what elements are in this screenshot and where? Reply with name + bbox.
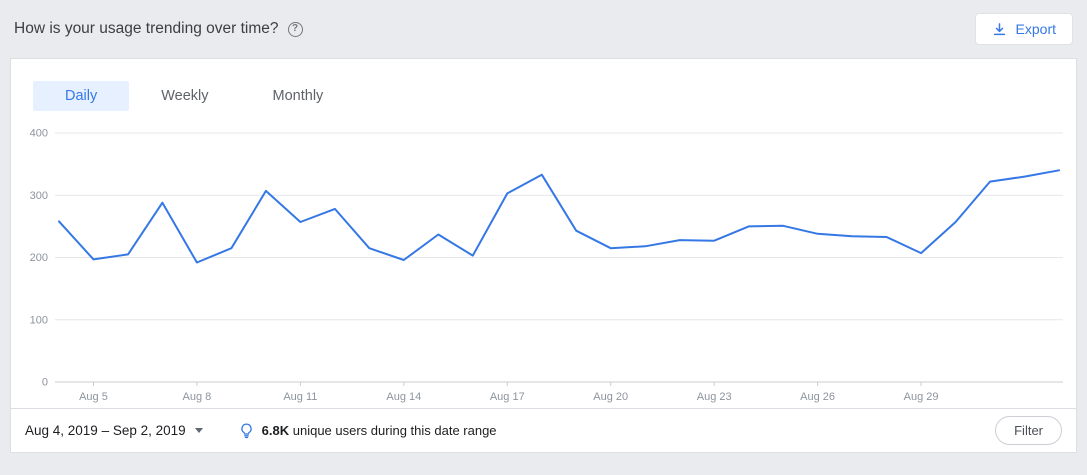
download-icon [992, 22, 1007, 37]
granularity-tabs: Daily Weekly Monthly [33, 81, 1076, 111]
export-button[interactable]: Export [974, 13, 1073, 45]
insight-description: unique users during this date range [292, 423, 497, 438]
svg-text:Aug 14: Aug 14 [386, 391, 421, 403]
date-range-label: Aug 4, 2019 – Sep 2, 2019 [25, 423, 186, 438]
svg-text:Aug 23: Aug 23 [697, 391, 732, 403]
insight-summary: 6.8K unique users during this date range [239, 423, 497, 439]
lightbulb-icon [239, 423, 254, 439]
help-icon[interactable]: ? [287, 21, 303, 37]
svg-text:200: 200 [30, 252, 48, 264]
page-title: How is your usage trending over time? [14, 20, 279, 37]
date-range-selector[interactable]: Aug 4, 2019 – Sep 2, 2019 [25, 423, 203, 438]
svg-text:Aug 20: Aug 20 [593, 391, 628, 403]
insight-value: 6.8K [261, 423, 290, 438]
svg-text:0: 0 [42, 377, 48, 389]
svg-text:100: 100 [30, 314, 48, 326]
insight-text: 6.8K unique users during this date range [262, 423, 497, 438]
svg-text:400: 400 [30, 128, 48, 140]
export-button-label: Export [1015, 21, 1056, 37]
page-header: How is your usage trending over time? ? … [0, 0, 1087, 58]
card-footer: Aug 4, 2019 – Sep 2, 2019 6.8K unique us… [11, 408, 1076, 452]
svg-text:Aug 5: Aug 5 [79, 391, 108, 403]
tab-weekly[interactable]: Weekly [161, 88, 209, 104]
chevron-down-icon [194, 428, 203, 433]
svg-text:Aug 11: Aug 11 [283, 391, 317, 403]
svg-text:Aug 29: Aug 29 [904, 391, 939, 403]
svg-text:Aug 26: Aug 26 [800, 391, 835, 403]
svg-text:300: 300 [30, 190, 48, 202]
usage-card: Daily Weekly Monthly 0 100 200 300 400 Aug 5 A… [10, 58, 1077, 453]
filter-button[interactable]: Filter [995, 416, 1062, 445]
chart-area: 0 100 200 300 400 Aug 5 Aug 8 Aug 11 Aug 14 Aug 1… [11, 113, 1076, 405]
usage-line-chart: 0 100 200 300 400 Aug 5 Aug 8 Aug 11 Aug 14 Aug 1… [30, 128, 1063, 403]
tab-monthly[interactable]: Monthly [272, 88, 324, 104]
svg-text:Aug 8: Aug 8 [183, 391, 212, 403]
svg-text:Aug 17: Aug 17 [490, 391, 525, 403]
tab-daily[interactable]: Daily [33, 81, 130, 111]
